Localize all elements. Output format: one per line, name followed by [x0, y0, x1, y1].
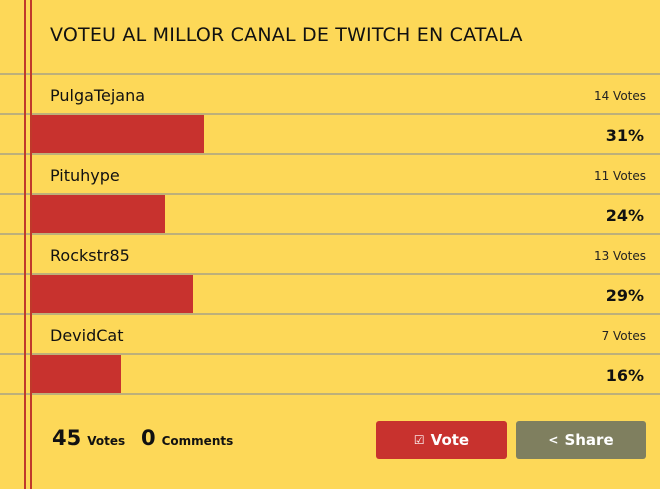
option-name[interactable]: Pituhype: [50, 166, 120, 185]
total-votes: 45 Votes: [52, 426, 125, 450]
option-bar: [32, 195, 165, 233]
option-votes: 13 Votes: [593, 249, 646, 263]
option-percent: 24%: [605, 206, 644, 225]
option-votes: 14 Votes: [593, 89, 646, 103]
total-comments-count: 0: [141, 426, 156, 450]
share-icon: <: [548, 433, 559, 447]
share-button[interactable]: < Share: [516, 421, 646, 459]
divider: [0, 113, 660, 115]
divider: [0, 233, 660, 235]
option-percent: 31%: [605, 126, 644, 145]
option-percent: 16%: [605, 366, 644, 385]
margin-line-right: [30, 0, 32, 489]
option-votes: 7 Votes: [601, 329, 646, 343]
divider: [0, 273, 660, 275]
divider: [0, 193, 660, 195]
option-bar: [32, 115, 204, 153]
option-name[interactable]: PulgaTejana: [50, 86, 146, 105]
total-votes-count: 45: [52, 426, 82, 450]
divider: [0, 353, 660, 355]
divider: [0, 153, 660, 155]
option-name[interactable]: Rockstr85: [50, 246, 130, 265]
margin-line-left: [24, 0, 26, 489]
vote-button-label: Vote: [430, 431, 470, 449]
option-bar: [32, 275, 193, 313]
option-votes: 11 Votes: [593, 169, 646, 183]
option-bar: [32, 355, 121, 393]
option-name[interactable]: DevidCat: [50, 326, 124, 345]
share-button-label: Share: [564, 431, 614, 449]
total-votes-label: Votes: [87, 434, 126, 448]
divider: [0, 313, 660, 315]
vote-button[interactable]: ☑ Vote: [376, 421, 507, 459]
total-comments-label: Comments: [161, 434, 234, 448]
option-percent: 29%: [605, 286, 644, 305]
check-square-icon: ☑: [413, 433, 425, 447]
divider: [0, 73, 660, 75]
divider: [0, 393, 660, 395]
total-comments[interactable]: 0 Comments: [141, 426, 233, 450]
poll-title: VOTEU AL MILLOR CANAL DE TWITCH EN CATAL…: [50, 24, 523, 46]
